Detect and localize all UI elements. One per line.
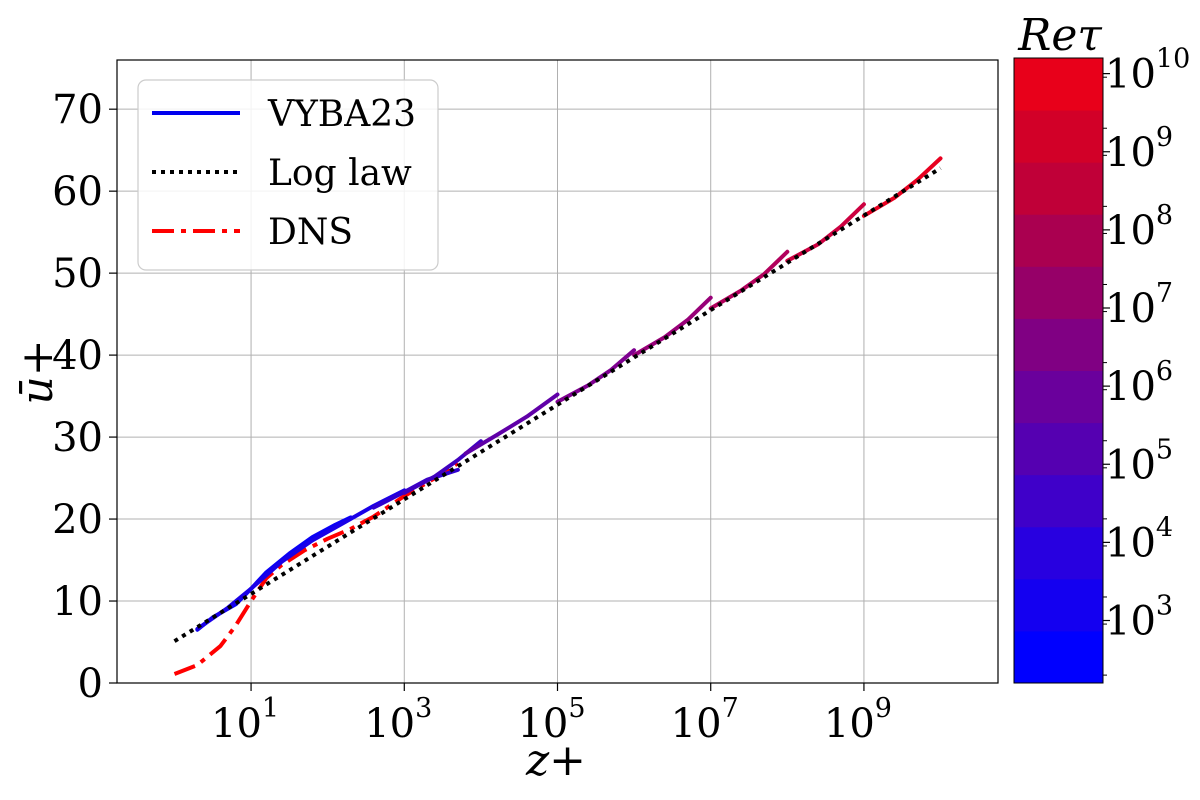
colorbar-tick-base: 10 <box>1105 442 1156 488</box>
colorbar-band <box>1014 162 1103 215</box>
colorbar-tick-base: 10 <box>1105 364 1156 410</box>
colorbar-frame <box>1013 57 1104 684</box>
colorbar-band <box>1014 318 1103 371</box>
colorbar-band <box>1014 630 1103 684</box>
series-log-law <box>173 166 942 643</box>
colorbar-tick-exponent: 10 <box>1156 44 1190 75</box>
colorbar-tick-base: 10 <box>1105 130 1156 176</box>
colorbar-title: Reτ <box>1017 10 1102 61</box>
colorbar-tick-exponent: 3 <box>1156 591 1173 622</box>
y-tick-label: 20 <box>52 497 103 543</box>
y-tick-label: 70 <box>52 87 103 133</box>
x-tick-exponent: 9 <box>875 693 892 724</box>
colorbar <box>1013 57 1104 684</box>
x-tick-base: 10 <box>824 701 875 747</box>
y-tick-label: 10 <box>52 579 103 625</box>
x-tick-label: 105 <box>517 693 585 747</box>
x-tick-exponent: 3 <box>415 693 432 724</box>
colorbar-band <box>1014 526 1103 580</box>
x-axis-label-text: z+ <box>525 735 586 786</box>
colorbar-tick-exponent: 4 <box>1156 512 1173 543</box>
x-tick-label: 101 <box>211 693 279 747</box>
legend: VYBA23 Log law DNS <box>137 79 439 271</box>
colorbar-tick-exponent: 7 <box>1156 278 1173 309</box>
colorbar-tick-label: 105 <box>1105 434 1173 488</box>
x-tick-exponent: 5 <box>568 693 585 724</box>
legend-label-log-law: Log law <box>268 153 412 194</box>
y-tick-label: 30 <box>52 415 103 461</box>
colorbar-band <box>1014 110 1103 163</box>
x-tick-base: 10 <box>671 701 722 747</box>
series-dns <box>173 461 459 676</box>
colorbar-tick-label: 104 <box>1105 512 1173 566</box>
colorbar-tick-exponent: 9 <box>1156 122 1173 153</box>
series-vyba23 <box>463 392 560 456</box>
legend-label-vyba23: VYBA23 <box>267 94 416 135</box>
series-vyba23 <box>555 348 637 404</box>
series-vyba23 <box>632 295 713 358</box>
x-axis-label: z+ <box>525 735 586 786</box>
x-tick-exponent: 1 <box>262 693 279 724</box>
colorbar-band <box>1014 370 1103 424</box>
y-axis-label: ū+ <box>12 339 63 404</box>
legend-box <box>137 79 439 271</box>
y-axis-label-text: ū+ <box>12 339 63 404</box>
x-tick-label: 109 <box>824 693 892 747</box>
x-tick-base: 10 <box>364 701 415 747</box>
legend-label-dns: DNS <box>268 212 353 253</box>
y-tick-label: 0 <box>78 661 103 707</box>
colorbar-tick-label: 107 <box>1105 278 1173 332</box>
colorbar-tick-base: 10 <box>1105 520 1156 566</box>
series-vyba23 <box>785 202 866 263</box>
colorbar-tick-label: 106 <box>1105 356 1173 410</box>
colorbar-tick-base: 10 <box>1105 52 1156 98</box>
plot-lines <box>173 156 943 676</box>
colorbar-band <box>1014 422 1103 476</box>
y-tick-label: 60 <box>52 169 103 215</box>
colorbar-tick-exponent: 8 <box>1156 200 1173 231</box>
series-vyba23 <box>861 156 943 218</box>
colorbar-tick-exponent: 5 <box>1156 434 1173 465</box>
colorbar-tick-base: 10 <box>1105 208 1156 254</box>
colorbar-tick-label: 1010 <box>1105 44 1190 98</box>
x-tick-label: 103 <box>364 693 432 747</box>
x-tick-base: 10 <box>211 701 262 747</box>
x-tick-exponent: 7 <box>722 693 739 724</box>
colorbar-band <box>1014 266 1103 319</box>
colorbar-tick-base: 10 <box>1105 599 1156 645</box>
colorbar-tick-base: 10 <box>1105 286 1156 332</box>
x-axis-ticks: 101 103 105 107 109 <box>211 683 892 747</box>
colorbar-tick-label: 108 <box>1105 200 1173 254</box>
series-vyba23 <box>708 249 790 311</box>
x-tick-base: 10 <box>517 701 568 747</box>
y-tick-label: 40 <box>52 333 103 379</box>
y-axis-ticks: 0 10 20 30 40 50 60 70 <box>52 87 117 707</box>
colorbar-tick-label: 103 <box>1105 591 1173 645</box>
colorbar-band <box>1014 578 1103 632</box>
x-tick-label: 107 <box>671 693 739 747</box>
colorbar-band <box>1014 474 1103 528</box>
colorbar-tick-exponent: 6 <box>1156 356 1173 387</box>
colorbar-band <box>1014 58 1103 111</box>
series-vyba23 <box>195 488 407 631</box>
colorbar-band <box>1014 214 1103 267</box>
y-tick-label: 50 <box>52 251 103 297</box>
colorbar-tick-label: 109 <box>1105 122 1173 176</box>
